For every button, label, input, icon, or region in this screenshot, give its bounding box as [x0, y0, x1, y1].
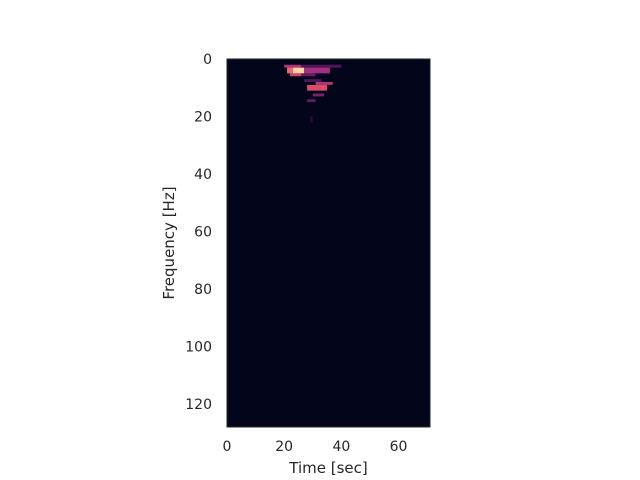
x-tick-label: 0: [223, 439, 232, 455]
spectrogram-cell: [301, 73, 316, 77]
x-tick-labels: 0 20 40 60: [223, 439, 408, 455]
x-axis-label: Time [sec]: [288, 459, 367, 477]
spectrogram-cell: [307, 84, 328, 91]
x-tick-label: 20: [275, 439, 293, 455]
y-tick-label: 40: [194, 167, 212, 183]
y-tick-labels: 0 20 40 60 80 100 120: [185, 52, 212, 413]
spectrogram-background: [227, 59, 430, 427]
spectrogram-cells: [284, 64, 342, 123]
y-tick-label: 80: [194, 282, 212, 298]
spectrogram-cell: [304, 67, 330, 74]
y-tick-label: 0: [203, 52, 212, 68]
spectrogram-cell: [315, 82, 333, 85]
spectrogram-cell: [312, 93, 325, 97]
spectrogram-cell: [301, 64, 342, 68]
plot-frame: [226, 58, 431, 428]
y-tick-label: 120: [185, 397, 212, 413]
spectrogram-cell: [309, 116, 313, 123]
spectrogram-cell: [284, 64, 302, 68]
spectrogram-cell: [289, 73, 302, 77]
y-tick-label: 60: [194, 225, 212, 241]
spectrogram-cell: [292, 67, 305, 74]
spectrogram-cell: [307, 99, 316, 103]
y-tick-label: 100: [185, 340, 212, 356]
spectrogram-cell: [304, 79, 322, 82]
spectrogram-cell: [287, 67, 293, 74]
y-tick-label: 20: [194, 110, 212, 126]
plot-area: [226, 58, 431, 428]
x-tick-label: 60: [390, 439, 408, 455]
x-tick-label: 40: [332, 439, 350, 455]
y-axis-label: Frequency [Hz]: [160, 186, 178, 299]
